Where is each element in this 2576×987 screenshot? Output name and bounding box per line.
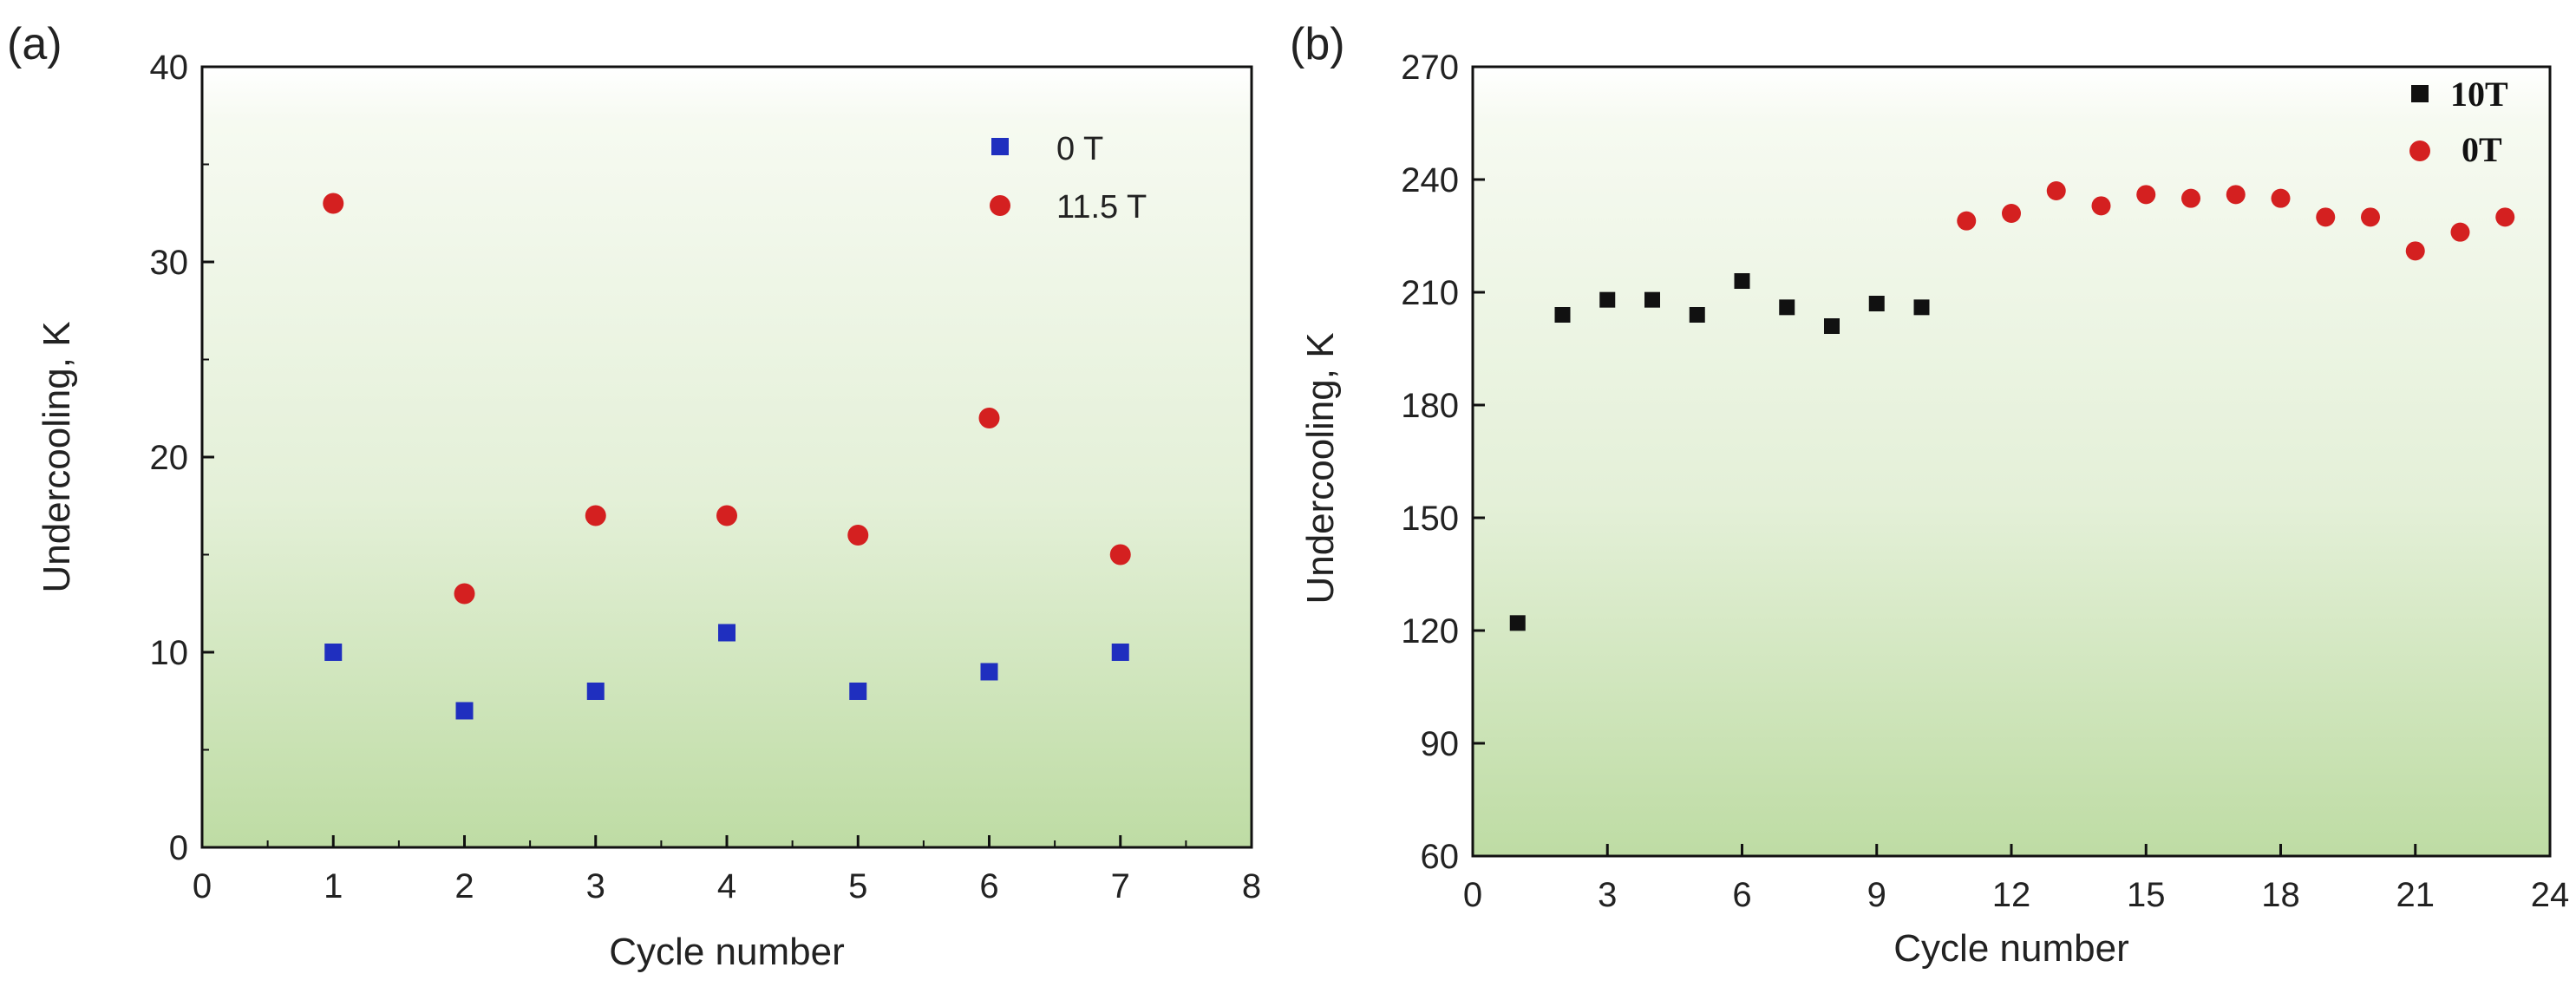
panel-b-x-tick-label: 9 bbox=[1867, 876, 1886, 914]
panel-a-frame bbox=[200, 65, 1253, 849]
panel-b-legend: 10T 0T bbox=[2409, 75, 2508, 169]
panel-a-x-tick-label: 6 bbox=[979, 867, 998, 905]
panel-b-y-tick-label: 120 bbox=[1401, 612, 1459, 650]
panel-b-y-tick-label: 60 bbox=[1421, 838, 1460, 876]
panel-b-label: (b) bbox=[1290, 19, 1345, 69]
panel-a-legend-marker-0t bbox=[991, 138, 1009, 155]
panel-a-legend: 0 T 11.5 T bbox=[990, 131, 1147, 226]
panel-b-point-series-1 bbox=[2002, 204, 2021, 223]
panel-a-y-axis-title: Undercooling, K bbox=[36, 321, 78, 592]
panel-b-point-series-0 bbox=[1509, 615, 1526, 631]
panel-a-x-axis-title: Cycle number bbox=[609, 931, 844, 973]
panel-a-point-series-0 bbox=[455, 702, 474, 720]
panel-a-label: (a) bbox=[7, 19, 62, 69]
panel-b-y-tick-label: 270 bbox=[1401, 49, 1459, 87]
panel-a-x-tick-label: 3 bbox=[586, 867, 605, 905]
panel-a-y-tick-label: 20 bbox=[150, 439, 189, 477]
chart-panel-a: (a) 0 1 2 3 4 5 6 7 8 0 10 20 30 40 Cycle number Unde… bbox=[7, 19, 1261, 973]
panel-b-x-tick-label: 0 bbox=[1463, 876, 1482, 914]
panel-b-y-tick-label: 210 bbox=[1401, 274, 1459, 312]
panel-b-y-tick-label: 150 bbox=[1401, 500, 1459, 538]
panel-a-y-tick-label: 40 bbox=[150, 49, 189, 87]
panel-b-point-series-1 bbox=[2361, 207, 2380, 227]
panel-a-point-series-0 bbox=[1111, 644, 1129, 661]
panel-a-legend-label-0t: 0 T bbox=[1056, 131, 1103, 167]
panel-b-y-tick-label: 240 bbox=[1401, 161, 1459, 199]
panel-a-x-tick-label: 7 bbox=[1111, 867, 1130, 905]
panel-a-point-series-1 bbox=[585, 505, 606, 526]
panel-b-point-series-1 bbox=[2181, 188, 2200, 208]
panel-b-point-series-1 bbox=[2405, 241, 2425, 261]
panel-a-x-tick-label: 1 bbox=[324, 867, 343, 905]
panel-a-y-tick-label: 30 bbox=[150, 244, 189, 282]
panel-b-point-series-0 bbox=[1644, 291, 1660, 308]
panel-b-point-series-1 bbox=[1957, 211, 1977, 231]
panel-a-legend-label-11-5t: 11.5 T bbox=[1056, 189, 1147, 226]
panel-b-point-series-0 bbox=[1868, 296, 1885, 311]
panel-a-point-series-1 bbox=[323, 193, 344, 214]
panel-b-x-tick-label: 21 bbox=[2396, 876, 2435, 914]
panel-b-legend-marker-0t bbox=[2409, 141, 2430, 161]
panel-b-legend-marker-10t bbox=[2411, 85, 2429, 102]
panel-a-y-tick-label: 10 bbox=[150, 634, 189, 672]
panel-b-ticks: 0 3 6 9 12 15 18 21 24 60 90 120 150 180 210 240 270 bbox=[1401, 49, 2569, 914]
panel-a-x-tick-label: 8 bbox=[1242, 867, 1261, 905]
panel-b-point-series-0 bbox=[1913, 299, 1930, 316]
panel-b-point-series-0 bbox=[1554, 307, 1571, 323]
panel-b-data-points bbox=[1509, 181, 2515, 631]
panel-b-point-series-0 bbox=[1824, 318, 1840, 334]
panel-b-plot-background bbox=[1473, 67, 2550, 856]
panel-b-y-tick-label: 180 bbox=[1401, 387, 1459, 425]
panel-a-x-tick-label: 4 bbox=[717, 867, 736, 905]
panel-a-x-tick-label: 2 bbox=[454, 867, 474, 905]
panel-b-x-axis-title: Cycle number bbox=[1893, 927, 2128, 970]
panel-b-y-tick-label: 90 bbox=[1421, 725, 1460, 763]
panel-b-x-tick-label: 3 bbox=[1598, 876, 1617, 914]
panel-a-point-series-1 bbox=[978, 408, 1000, 428]
panel-a-point-series-0 bbox=[849, 683, 867, 700]
panel-b-point-series-1 bbox=[2450, 222, 2470, 242]
panel-a-y-tick-label: 0 bbox=[169, 829, 188, 867]
panel-a-x-tick-label: 0 bbox=[193, 867, 212, 905]
panel-a-point-series-0 bbox=[980, 663, 998, 681]
panel-a-legend-marker-11-5t bbox=[990, 195, 1010, 216]
panel-b-point-series-0 bbox=[1599, 291, 1616, 308]
panel-a-point-series-0 bbox=[586, 683, 605, 700]
panel-b-y-axis-title: Undercooling, K bbox=[1299, 332, 1342, 604]
panel-b-point-series-1 bbox=[2136, 185, 2156, 205]
panel-b-point-series-1 bbox=[2226, 185, 2246, 205]
panel-a-point-series-0 bbox=[718, 624, 736, 642]
panel-a-ticks: 0 1 2 3 4 5 6 7 8 0 10 20 30 40 bbox=[150, 49, 1262, 905]
panel-b-x-tick-label: 6 bbox=[1732, 876, 1751, 914]
panel-b-legend-label-10t: 10T bbox=[2450, 75, 2508, 114]
panel-b-point-series-0 bbox=[1779, 299, 1795, 316]
panel-b-x-tick-label: 12 bbox=[1992, 876, 2031, 914]
panel-b-x-tick-label: 15 bbox=[2127, 876, 2166, 914]
panel-b-point-series-1 bbox=[2271, 188, 2291, 208]
panel-a-point-series-0 bbox=[324, 644, 343, 661]
panel-b-frame bbox=[1471, 65, 2552, 858]
panel-a-plot-background bbox=[202, 67, 1252, 847]
panel-b-point-series-1 bbox=[2316, 207, 2336, 227]
panel-b-legend-label-0t: 0T bbox=[2462, 130, 2502, 169]
panel-a-x-tick-label: 5 bbox=[848, 867, 867, 905]
chart-panel-b: (b) 0 3 6 9 12 15 18 21 24 60 90 120 150 180 210 240 270… bbox=[1290, 19, 2569, 970]
panel-b-point-series-1 bbox=[2495, 207, 2515, 227]
panel-a-point-series-1 bbox=[1109, 544, 1131, 565]
panel-b-point-series-1 bbox=[2046, 181, 2066, 200]
panel-a-point-series-1 bbox=[847, 525, 869, 546]
panel-b-point-series-0 bbox=[1734, 273, 1750, 289]
panel-a-point-series-1 bbox=[454, 583, 475, 605]
panel-a-data-points bbox=[323, 193, 1131, 720]
panel-a-point-series-1 bbox=[716, 505, 737, 526]
panel-b-point-series-0 bbox=[1689, 307, 1705, 323]
panel-b-x-tick-label: 18 bbox=[2261, 876, 2300, 914]
panel-b-x-tick-label: 24 bbox=[2531, 876, 2570, 914]
panel-b-point-series-1 bbox=[2091, 196, 2111, 216]
